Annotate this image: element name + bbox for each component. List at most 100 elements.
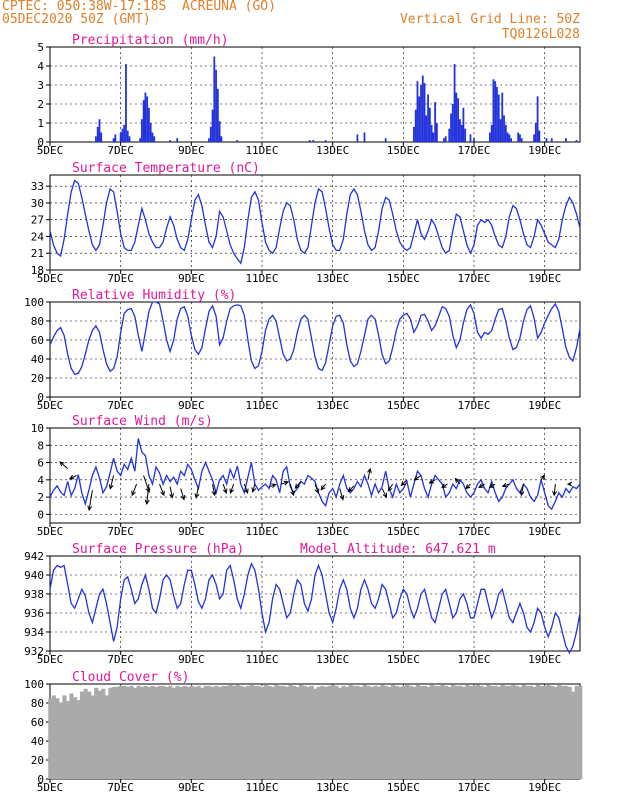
cloud-bar (447, 686, 452, 779)
cloud-bar (475, 684, 480, 779)
wind-vector-arrow (68, 474, 77, 480)
cloud-bar (154, 686, 159, 779)
y-tick-label: 30 (31, 197, 44, 210)
precip-bar (520, 138, 523, 142)
cloud-bar (302, 685, 307, 779)
cloud-bar (511, 684, 516, 779)
precip-bar (418, 96, 421, 142)
wind-vector-arrow (320, 483, 326, 491)
precip-bar (504, 124, 507, 142)
wind-vector-arrow (347, 485, 355, 493)
panel-title: Precipitation (mm/h) (72, 33, 229, 48)
precip-bar (436, 123, 438, 142)
x-tick-label: 13DEC (316, 144, 349, 157)
wind-vector-arrow (211, 484, 217, 497)
cloud-bar (422, 685, 427, 779)
y-tick-label: 80 (31, 697, 44, 710)
wind-vector-arrow (339, 488, 345, 501)
cloud-bar (115, 686, 120, 779)
cloud-bar (94, 687, 99, 779)
cloud-bar (207, 685, 212, 779)
x-tick-label: 7DEC (107, 144, 134, 157)
temp-series-line (49, 179, 581, 265)
y-tick-label: 0 (37, 773, 44, 786)
cloud-bar (277, 685, 283, 779)
cloud-bar (553, 686, 558, 779)
cloud-bar (231, 685, 237, 779)
cloud-bar (337, 687, 343, 779)
cloud-bar (532, 686, 537, 779)
precip-bar (538, 130, 541, 142)
precip-bar (489, 132, 491, 142)
panel-title: Surface Wind (m/s) (72, 414, 213, 429)
x-tick-label: 11DEC (245, 653, 278, 666)
x-tick-label: 15DEC (387, 653, 420, 666)
precip-bar (550, 138, 553, 142)
x-tick-label: 17DEC (457, 653, 490, 666)
x-tick-label: 17DEC (457, 399, 490, 412)
wind-vector-arrow (428, 479, 436, 484)
precip-bar (169, 140, 172, 142)
header-grid-note: Vertical Grid Line: 50Z (399, 12, 580, 27)
precip-bar (356, 134, 359, 142)
x-tick-label: 17DEC (457, 781, 490, 794)
y-tick-label: 8 (37, 439, 44, 452)
x-tick-label: 9DEC (178, 653, 205, 666)
y-tick-label: 5 (37, 41, 44, 54)
cloud-bar (58, 703, 63, 779)
y-tick-label: 80 (31, 315, 44, 328)
cloud-bar (500, 684, 505, 779)
precip-bar (421, 75, 424, 142)
precip-bar (427, 94, 429, 142)
cloud-bar (348, 684, 353, 779)
panel-frame (49, 301, 581, 398)
cloud-bar (373, 685, 378, 779)
cloud-bar (535, 684, 540, 779)
y-tick-label: 60 (31, 334, 44, 347)
x-tick-label: 11DEC (245, 525, 278, 538)
precip-bar (112, 138, 115, 142)
x-tick-label: 5DEC (37, 399, 64, 412)
precip-bar (464, 128, 467, 142)
cloud-bar (140, 686, 145, 779)
cloud-bar (451, 684, 456, 779)
wind-vector-arrow (501, 482, 510, 488)
precip-bar (428, 107, 431, 142)
precip-bar (497, 94, 500, 142)
precip-bar (176, 138, 179, 142)
cloud-bar (496, 686, 502, 779)
precip-bar (492, 79, 495, 142)
x-tick-label: 9DEC (178, 781, 205, 794)
cloud-bar (412, 686, 417, 779)
cloud-bar (539, 685, 544, 779)
wind-vector-arrow (159, 483, 165, 497)
cloud-bar (461, 686, 466, 779)
y-tick-label: 10 (31, 422, 44, 435)
x-tick-label: 7DEC (107, 272, 134, 285)
x-tick-label: 11DEC (245, 144, 278, 157)
precip-bar (460, 124, 463, 142)
x-tick-label: 13DEC (316, 525, 349, 538)
precip-bar (564, 138, 567, 142)
y-tick-label: 1 (37, 117, 44, 130)
precip-bar (220, 136, 223, 142)
y-tick-label: 0 (37, 391, 44, 404)
wind-vector-arrow (289, 483, 295, 497)
y-tick-label: 20 (31, 754, 44, 767)
cloud-bar (564, 685, 569, 779)
panel-title: Surface Temperature (nC) (72, 161, 260, 176)
cloud-bar (150, 685, 155, 779)
x-tick-label: 19DEC (528, 525, 561, 538)
x-tick-label: 19DEC (528, 399, 561, 412)
cloud-bar (210, 686, 215, 779)
cloud-bar (281, 685, 286, 779)
precip-bar (425, 115, 428, 142)
x-tick-label: 9DEC (178, 399, 205, 412)
cloud-bar (542, 685, 548, 779)
cloud-bar (380, 684, 385, 779)
precip-bar (434, 102, 437, 142)
y-tick-label: 33 (31, 180, 44, 193)
precip-bar (100, 132, 103, 142)
x-tick-label: 13DEC (316, 781, 349, 794)
cloud-bar (196, 685, 201, 779)
